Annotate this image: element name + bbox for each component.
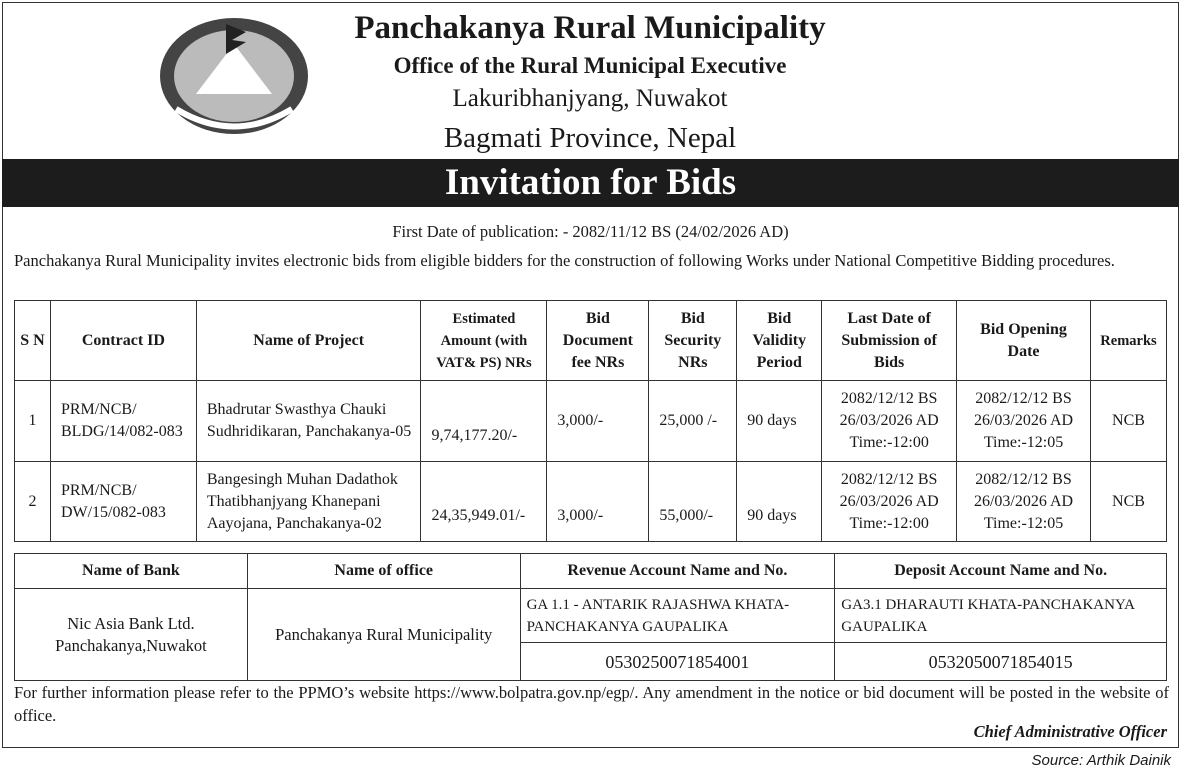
bank-row: Nic Asia Bank Ltd. Panchakanya,Nuwakot P… xyxy=(14,588,1167,681)
validity: 90 days xyxy=(736,461,823,542)
amount: 24,35,949.01/- xyxy=(420,461,548,542)
col-opening: Bid Opening Date xyxy=(956,300,1091,381)
date-ad: 26/03/2026 AD xyxy=(973,492,1074,510)
notice-title: Invitation for Bids xyxy=(2,159,1179,207)
province: Bagmati Province, Nepal xyxy=(443,122,737,154)
col-deposit: Deposit Account Name and No. xyxy=(834,553,1167,589)
amount: 9,74,177.20/- xyxy=(420,380,548,462)
col-project: Name of Project xyxy=(195,300,422,381)
opening-date: 2082/12/12 BS 26/03/2026 AD Time:-12:05 xyxy=(956,380,1091,462)
sn: 1 xyxy=(14,380,51,462)
revenue-account-no: 0530250071854001 xyxy=(519,642,836,681)
address: Lakuribhanjyang, Nuwakot xyxy=(452,85,728,112)
date-bs: 2082/12/12 BS xyxy=(975,470,1072,488)
col-doc-fee: Bid Document fee NRs xyxy=(546,300,650,381)
source-credit: Source: Arthik Dainik xyxy=(1031,752,1172,769)
security: 25,000 /- xyxy=(648,380,738,462)
col-validity: Bid Validity Period xyxy=(736,300,823,381)
remarks: NCB xyxy=(1089,461,1168,542)
col-revenue: Revenue Account Name and No. xyxy=(519,553,836,589)
time: Time:-12:00 xyxy=(849,514,929,532)
remarks: NCB xyxy=(1089,380,1168,462)
time: Time:-12:05 xyxy=(983,514,1064,532)
signatory: Chief Administrative Officer xyxy=(973,722,1167,741)
table-header-row: S N Contract ID Name of Project Estimate… xyxy=(14,300,1168,381)
validity: 90 days xyxy=(736,380,823,462)
col-sn: S N xyxy=(14,300,51,381)
municipality-title: Panchakanya Rural Municipality xyxy=(354,10,826,46)
project-name: Bangesingh Muhan Dadathok Thatibhanjyang… xyxy=(195,461,422,542)
col-submission: Last Date of Submission of Bids xyxy=(821,300,958,381)
notice-frame xyxy=(2,2,1179,748)
col-remarks: Remarks xyxy=(1089,300,1168,381)
doc-fee: 3,000/- xyxy=(546,380,650,462)
date-ad: 26/03/2026 AD xyxy=(973,412,1074,429)
bank-name: Nic Asia Bank Ltd. Panchakanya,Nuwakot xyxy=(14,588,248,681)
table-row: 2 PRM/NCB/ DW/15/082-083 Bangesingh Muha… xyxy=(14,461,1168,542)
project-name: Bhadrutar Swasthya Chauki Sudhridikaran,… xyxy=(195,380,422,462)
submission-date: 2082/12/12 BS 26/03/2026 AD Time:-12:00 xyxy=(821,461,958,542)
footer-text: For further information please refer to … xyxy=(14,683,1169,725)
date-bs: 2082/12/12 BS xyxy=(840,470,938,488)
bank-header-row: Name of Bank Name of office Revenue Acco… xyxy=(14,553,1167,589)
bank-table: Name of Bank Name of office Revenue Acco… xyxy=(14,553,1167,681)
table-row: 1 PRM/NCB/ BLDG/14/082-083 Bhadrutar Swa… xyxy=(14,380,1168,462)
contract-id: PRM/NCB/ BLDG/14/082-083 xyxy=(49,380,197,462)
time: Time:-12:05 xyxy=(983,434,1064,451)
account-number-row: 0530250071854001 0532050071854015 xyxy=(15,642,1167,681)
date-ad: 26/03/2026 AD xyxy=(839,412,939,429)
nepal-emblem-logo xyxy=(160,18,308,134)
office-subtitle: Office of the Rural Municipal Executive xyxy=(393,53,787,78)
opening-date: 2082/12/12 BS 26/03/2026 AD Time:-12:05 xyxy=(956,461,1091,542)
publication-date: First Date of publication: - 2082/11/12 … xyxy=(392,222,789,241)
col-office: Name of office xyxy=(246,553,521,589)
doc-fee: 3,000/- xyxy=(546,461,650,542)
date-bs: 2082/12/12 BS xyxy=(840,390,938,407)
security: 55,000/- xyxy=(648,461,738,542)
office-name: Panchakanya Rural Municipality xyxy=(246,588,521,681)
col-amount: Estimated Amount (with VAT& PS) NRs xyxy=(420,300,548,381)
revenue-account-name: GA 1.1 - ANTARIK RAJASHWA KHATA-PANCHAKA… xyxy=(519,588,836,643)
col-security: Bid Security NRs xyxy=(648,300,738,381)
date-bs: 2082/12/12 BS xyxy=(975,390,1072,407)
col-bank: Name of Bank xyxy=(14,553,248,589)
works-table: S N Contract ID Name of Project Estimate… xyxy=(14,300,1168,542)
sn: 2 xyxy=(14,461,51,542)
date-ad: 26/03/2026 AD xyxy=(839,492,939,510)
time: Time:-12:00 xyxy=(849,434,929,451)
col-contract-id: Contract ID xyxy=(49,300,197,381)
deposit-account-no: 0532050071854015 xyxy=(834,642,1167,681)
contract-id: PRM/NCB/ DW/15/082-083 xyxy=(49,461,197,542)
intro-text: Panchakanya Rural Municipality invites e… xyxy=(14,251,1115,270)
submission-date: 2082/12/12 BS 26/03/2026 AD Time:-12:00 xyxy=(821,380,958,462)
deposit-account-name: GA3.1 DHARAUTI KHATA-PANCHAKANYA GAUPALI… xyxy=(834,588,1167,643)
